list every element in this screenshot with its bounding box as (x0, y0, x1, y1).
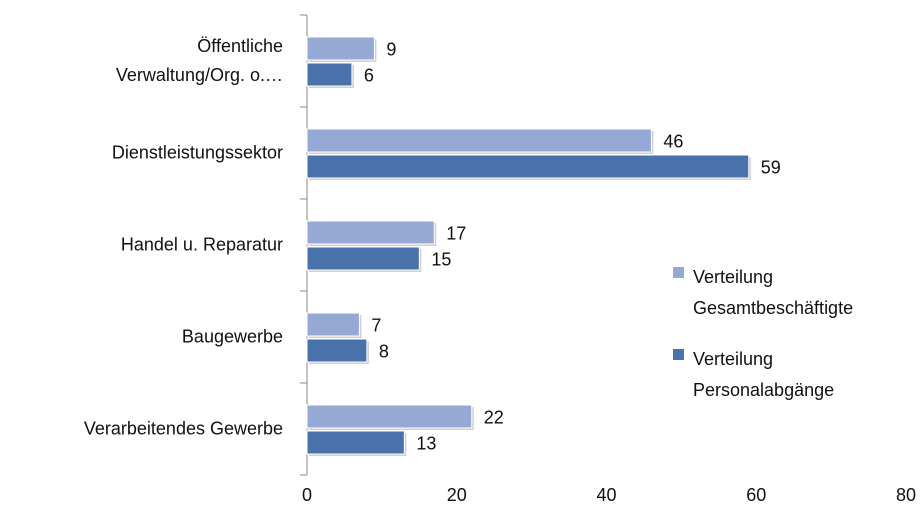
x-tick-label: 0 (302, 485, 312, 505)
bar (306, 312, 360, 337)
x-tick-label: 80 (896, 485, 916, 505)
bar (306, 220, 435, 245)
bar (306, 246, 420, 271)
data-label: 13 (416, 433, 436, 453)
legend-label: Verteilung Personalabgänge (693, 349, 835, 400)
data-label: 17 (446, 223, 466, 243)
x-tick-label: 20 (447, 485, 467, 505)
bar (306, 62, 353, 87)
legend-label: Verteilung Gesamtbeschäftigte (693, 267, 854, 318)
data-label: 9 (386, 39, 396, 59)
bar (306, 338, 368, 363)
data-label: 8 (379, 341, 389, 361)
x-tick-label: 60 (746, 485, 766, 505)
bar (306, 404, 473, 429)
legend-swatch (673, 349, 684, 360)
category-label: Baugewerbe (181, 326, 283, 347)
data-label: 15 (431, 249, 451, 269)
bar (306, 154, 750, 179)
bar (306, 430, 405, 455)
data-label: 46 (663, 131, 683, 151)
bar (306, 128, 652, 153)
category-label: Handel u. Reparatur (120, 234, 283, 255)
category-label: Öffentliche Verwaltung/Org. o.… (115, 36, 283, 85)
data-label: 6 (364, 65, 374, 85)
category-label: Verarbeitendes Gewerbe (83, 418, 283, 439)
x-tick-label: 40 (596, 485, 616, 505)
category-label: Dienstleistungssektor (111, 142, 283, 163)
data-label: 59 (761, 157, 781, 177)
bar (306, 36, 375, 61)
data-label: 7 (371, 315, 381, 335)
data-label: 22 (484, 407, 504, 427)
legend-swatch (673, 267, 684, 278)
